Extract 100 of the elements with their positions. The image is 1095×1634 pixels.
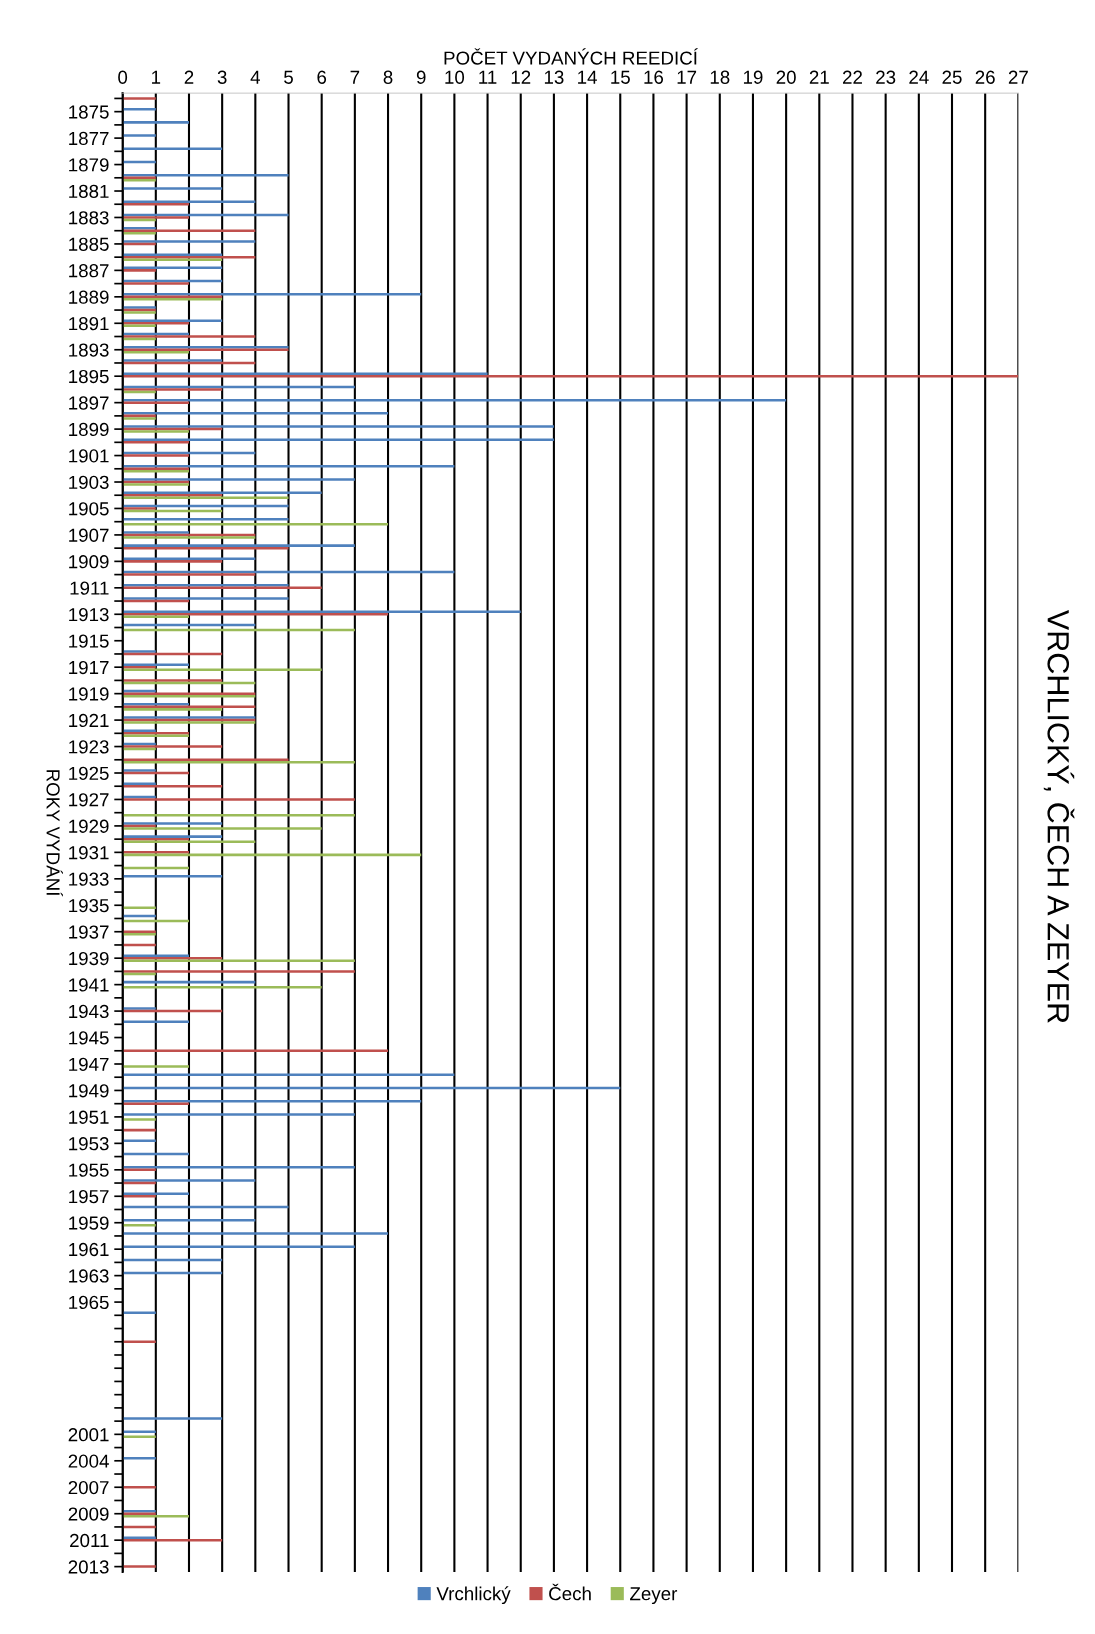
bar bbox=[122, 835, 223, 838]
x-tick-label: 11 bbox=[479, 70, 497, 84]
bar bbox=[122, 253, 223, 256]
bar bbox=[122, 679, 223, 682]
bar bbox=[122, 954, 189, 957]
y-tick-label: 1929 bbox=[69, 819, 109, 833]
bar bbox=[122, 293, 422, 296]
bar bbox=[122, 1118, 156, 1121]
x-tick-label: 6 bbox=[317, 70, 327, 84]
bar bbox=[122, 668, 322, 671]
y-tick-label: 1963 bbox=[69, 1269, 109, 1283]
bar bbox=[122, 1232, 389, 1235]
bar bbox=[122, 441, 189, 444]
bar bbox=[122, 121, 189, 124]
bar bbox=[122, 134, 156, 137]
y-tick-label: 1921 bbox=[69, 713, 109, 728]
bar bbox=[122, 531, 189, 534]
x-tick-label: 0 bbox=[118, 70, 128, 84]
y-tick-label: 1933 bbox=[69, 872, 109, 886]
y-tick-label: 1957 bbox=[69, 1189, 109, 1204]
bar bbox=[122, 1113, 355, 1116]
y-tick-label: 1909 bbox=[69, 555, 109, 569]
y-tick-label: 1951 bbox=[69, 1110, 109, 1124]
bar bbox=[122, 335, 256, 338]
bar bbox=[122, 187, 223, 190]
bar bbox=[122, 507, 156, 510]
bar bbox=[122, 1007, 156, 1010]
y-tick-label: 1919 bbox=[69, 687, 109, 701]
bar bbox=[122, 282, 189, 285]
y-tick-label: 1879 bbox=[69, 158, 109, 172]
bar bbox=[122, 1102, 189, 1105]
bar bbox=[122, 798, 355, 801]
y-tick-label: 2001 bbox=[68, 1428, 109, 1442]
y-tick-label: 1965 bbox=[69, 1295, 109, 1310]
bar bbox=[122, 174, 289, 177]
y-tick-label: 1927 bbox=[69, 793, 109, 807]
bar bbox=[122, 573, 256, 576]
y-tick-label: 1931 bbox=[69, 846, 109, 860]
y-tick-label: 1911 bbox=[70, 581, 109, 595]
x-tick-label: 13 bbox=[544, 70, 564, 84]
x-tick-label: 21 bbox=[809, 70, 829, 84]
y-tick-label: 1941 bbox=[69, 978, 109, 992]
y-tick-label: 1949 bbox=[69, 1084, 109, 1098]
bar bbox=[122, 1179, 256, 1182]
bar bbox=[122, 269, 156, 272]
x-tick-label: 14 bbox=[578, 70, 597, 84]
x-tick-label: 3 bbox=[217, 70, 227, 84]
y-tick-label: 1915 bbox=[69, 634, 109, 648]
y-tick-label: 1943 bbox=[69, 1004, 109, 1019]
y-tick-label: 2011 bbox=[70, 1533, 109, 1548]
bar bbox=[122, 584, 289, 587]
x-tick-label: 2 bbox=[184, 70, 194, 84]
y-tick-label: 1935 bbox=[69, 898, 109, 913]
bar bbox=[122, 782, 156, 785]
y-tick-label: 1905 bbox=[69, 502, 109, 516]
bar bbox=[122, 703, 189, 706]
bar bbox=[122, 97, 156, 100]
bar bbox=[122, 496, 289, 500]
bar bbox=[122, 202, 189, 206]
bar bbox=[122, 425, 554, 428]
y-tick-label: 1881 bbox=[69, 184, 109, 198]
bar bbox=[122, 822, 223, 825]
bar bbox=[122, 351, 189, 354]
x-tick-label: 12 bbox=[511, 70, 531, 84]
x-tick-label: 9 bbox=[416, 70, 426, 84]
bar bbox=[122, 1486, 156, 1489]
y-tick-label: 1875 bbox=[69, 105, 109, 119]
x-tick-label: 1 bbox=[152, 70, 161, 84]
bar bbox=[122, 650, 156, 653]
bar bbox=[122, 1457, 156, 1460]
x-tick-label: 16 bbox=[644, 70, 664, 84]
y-tick-label: 1891 bbox=[69, 316, 109, 331]
x-tick-label: 25 bbox=[942, 70, 962, 84]
y-tick-label: 1903 bbox=[69, 475, 109, 489]
y-tick-label: 1917 bbox=[69, 660, 109, 675]
y-tick-label: 1899 bbox=[69, 422, 109, 437]
bar bbox=[122, 745, 223, 748]
bar bbox=[122, 322, 189, 325]
bar bbox=[122, 544, 355, 547]
bar bbox=[122, 959, 355, 962]
x-tick-label: 4 bbox=[250, 70, 260, 84]
y-axis-title: ROKY VYDÁNÍ bbox=[46, 770, 63, 897]
y-tick-label: 1877 bbox=[69, 131, 109, 146]
bar bbox=[122, 560, 223, 563]
bar bbox=[122, 465, 455, 468]
bar bbox=[122, 412, 389, 415]
y-tick-label: 1955 bbox=[69, 1163, 109, 1177]
y-tick-label: 1901 bbox=[69, 449, 109, 463]
bar bbox=[122, 200, 256, 203]
y-tick-label: 1937 bbox=[69, 925, 109, 939]
bar bbox=[122, 478, 355, 481]
bar bbox=[122, 1192, 189, 1196]
bar bbox=[122, 840, 256, 843]
bar bbox=[122, 401, 189, 404]
x-tick-label: 26 bbox=[975, 70, 995, 84]
y-tick-label: 1907 bbox=[69, 528, 109, 542]
y-tick-label: 2007 bbox=[68, 1480, 109, 1495]
x-tick-label: 8 bbox=[383, 70, 393, 84]
x-axis-title: POČET VYDANÝCH REEDICÍ bbox=[444, 48, 698, 65]
y-tick-label: 1887 bbox=[69, 264, 109, 278]
